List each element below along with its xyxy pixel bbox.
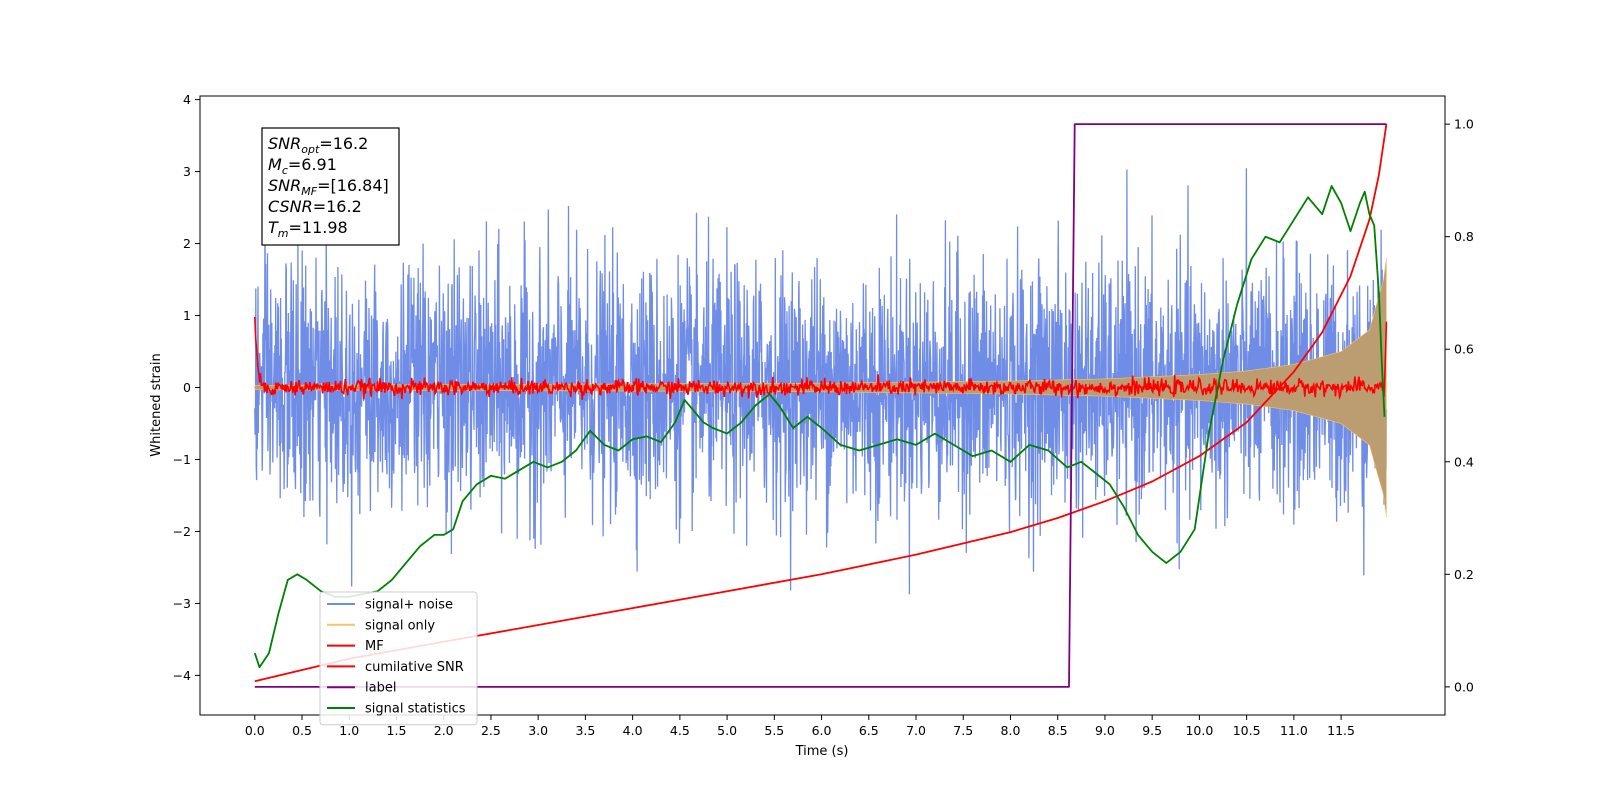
legend-label: label — [365, 681, 396, 696]
stats-box: SNRopt=16.2Mc=6.91SNRMF=[16.84]CSNR=16.2… — [261, 127, 400, 246]
x-tick-label: 4.5 — [670, 723, 690, 738]
legend: signal+ noise signal only MF cumilative SNR… — [319, 591, 478, 726]
y-left-tick-label: 4 — [183, 92, 191, 107]
legend-label: cumilative SNR — [365, 660, 464, 675]
x-tick-label: 0.5 — [292, 723, 312, 738]
x-tick-label: 11.5 — [1327, 723, 1355, 738]
y-right-tick-label: 0.0 — [1454, 679, 1474, 694]
y-left-tick-label: −4 — [173, 668, 191, 683]
x-tick-label: 2.5 — [481, 723, 501, 738]
x-tick-label: 1.0 — [339, 723, 359, 738]
y-right-tick-label: 0.2 — [1454, 567, 1474, 582]
y-axis-label: Whitened strain — [149, 353, 164, 456]
stats-line: SNRopt=16.2 — [268, 134, 368, 156]
x-tick-label: 11.0 — [1280, 723, 1308, 738]
y-right-tick-label: 0.8 — [1454, 229, 1474, 244]
series-signal-statistics — [253, 185, 1386, 669]
x-tick-label: 1.5 — [387, 723, 407, 738]
x-tick-label: 5.5 — [764, 723, 784, 738]
y-left-tick-label: −2 — [173, 524, 191, 539]
plot-frame — [199, 95, 1446, 716]
stats-line: Mc=6.91 — [268, 155, 337, 177]
stats-line: CSNR=16.2 — [268, 197, 362, 216]
series-mf — [254, 316, 1388, 401]
x-tick-label: 8.0 — [1001, 723, 1021, 738]
legend-label: MF — [365, 639, 384, 654]
stats-line: SNRMF=[16.84] — [268, 176, 389, 198]
stats-box-frame — [261, 127, 400, 246]
legend-label: signal statistics — [365, 702, 466, 717]
x-tick-label: 6.0 — [812, 723, 832, 738]
y-left-tick-label: 2 — [183, 236, 191, 251]
y-right-tick-label: 1.0 — [1454, 117, 1474, 132]
stats-line: Tm=11.98 — [268, 218, 348, 240]
axes: 0.0 0.5 1.0 1.5 2.0 2.5 3.0 3.5 4.0 4.5 5.0 5.5 6.0 6… — [173, 92, 1474, 738]
x-tick-label: 7.5 — [953, 723, 973, 738]
x-tick-label: 3.0 — [528, 723, 548, 738]
x-axis-label: Time (s) — [795, 744, 849, 759]
legend-label: signal only — [365, 618, 435, 633]
y-left-tick-label: −3 — [173, 596, 191, 611]
x-tick-label: 4.0 — [623, 723, 643, 738]
x-tick-label: 6.5 — [859, 723, 879, 738]
x-tick-label: 7.0 — [906, 723, 926, 738]
x-tick-label: 5.0 — [717, 723, 737, 738]
series-label — [254, 123, 1387, 688]
x-tick-label: 0.0 — [245, 723, 265, 738]
y-right-tick-label: 0.6 — [1454, 342, 1474, 357]
x-tick-label: 8.5 — [1048, 723, 1068, 738]
x-tick-label: 9.5 — [1142, 723, 1162, 738]
y-right-tick-label: 0.4 — [1454, 454, 1474, 469]
y-left-tick-label: 1 — [183, 308, 191, 323]
x-tick-label: 3.5 — [575, 723, 595, 738]
x-tick-label: 10.5 — [1233, 723, 1261, 738]
x-tick-label: 10.0 — [1185, 723, 1213, 738]
y-left-tick-label: −1 — [173, 452, 191, 467]
legend-frame — [319, 591, 478, 726]
legend-label: signal+ noise — [365, 598, 453, 613]
y-left-tick-label: 0 — [183, 380, 191, 395]
y-left-tick-label: 3 — [183, 164, 191, 179]
x-tick-label: 9.0 — [1095, 723, 1115, 738]
x-tick-label: 2.0 — [434, 723, 454, 738]
